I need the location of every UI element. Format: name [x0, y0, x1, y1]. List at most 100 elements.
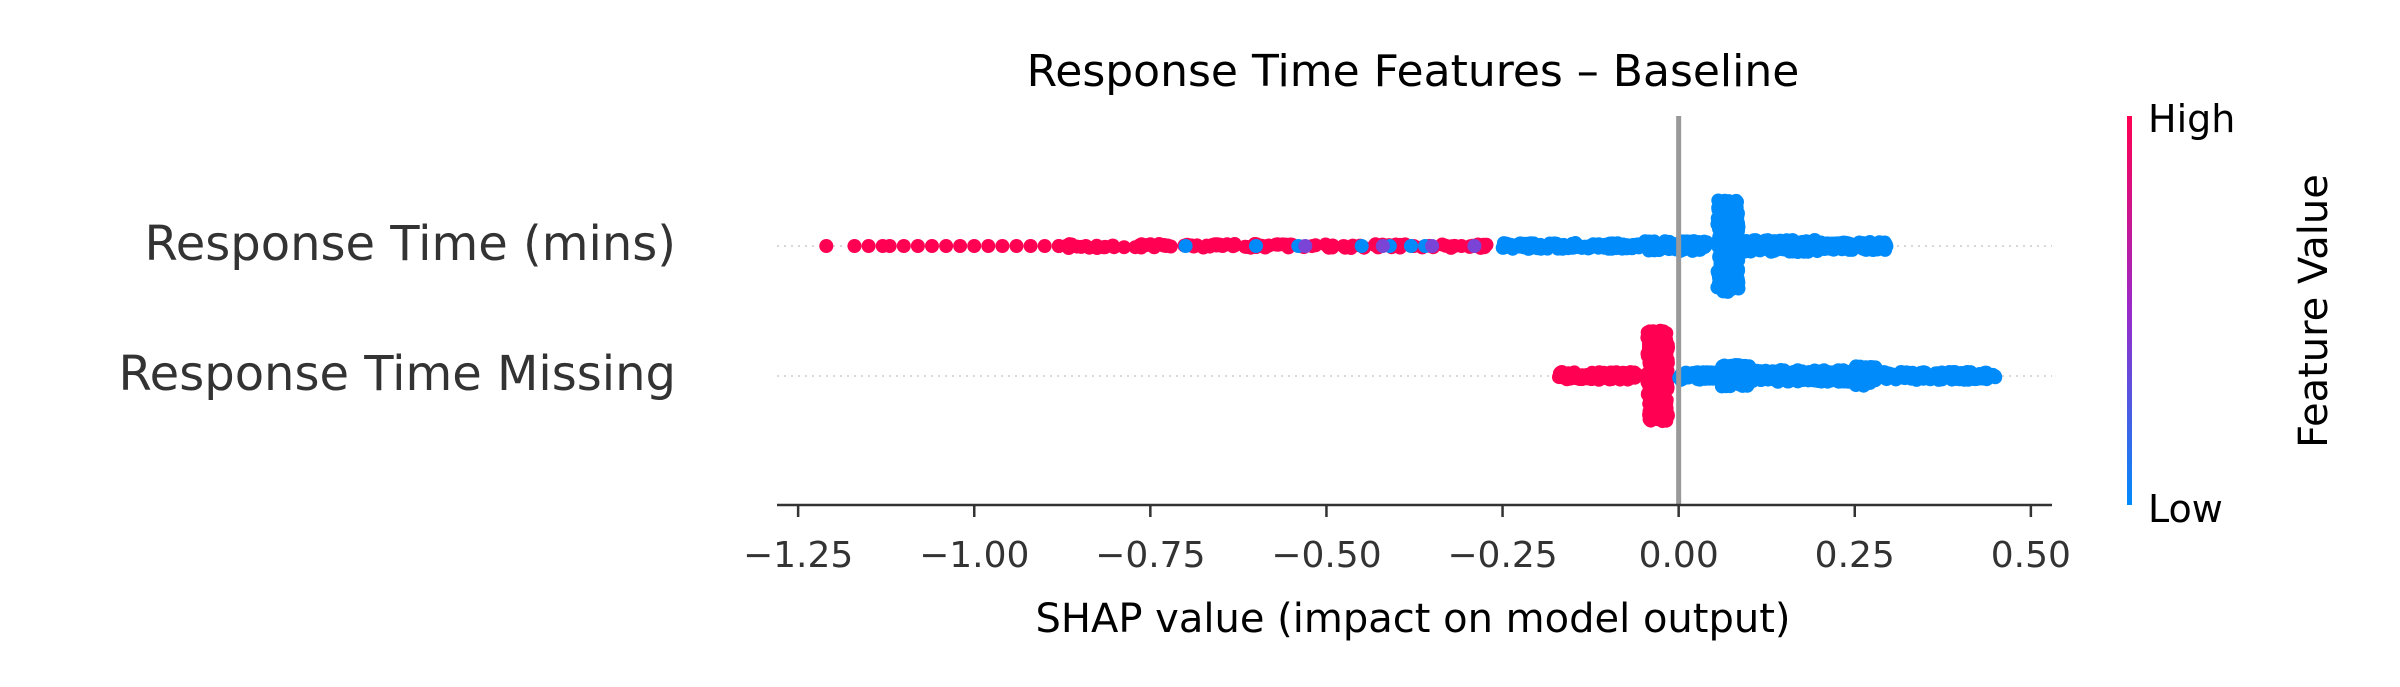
shap-point — [1841, 236, 1855, 251]
x-tick-label: 0.25 — [1815, 535, 1895, 576]
shap-point — [1616, 237, 1631, 252]
shap-point — [1774, 236, 1789, 251]
shap-point — [1859, 238, 1874, 253]
shap-point — [1337, 239, 1352, 254]
shap-point — [1225, 238, 1240, 253]
x-tick-label: −0.25 — [1447, 535, 1557, 576]
shap-point — [1564, 366, 1579, 381]
shap-point — [1375, 239, 1390, 253]
shap-point — [1872, 235, 1887, 250]
shap-point — [953, 239, 968, 253]
shap-point — [1037, 239, 1052, 253]
shap-point — [1082, 240, 1097, 255]
shap-point — [1981, 367, 1996, 382]
shap-point — [1649, 354, 1664, 369]
shap-point — [939, 239, 954, 253]
shap-point — [1780, 369, 1795, 384]
shap-point — [1510, 237, 1525, 252]
shap-point — [1969, 372, 1983, 387]
shap-point — [1724, 213, 1739, 228]
shap-point — [1699, 235, 1714, 250]
colorbar-title: Feature Value — [2291, 174, 2337, 448]
shap-point — [1404, 239, 1418, 253]
x-axis-label: SHAP value (impact on model output) — [1036, 596, 1791, 642]
shap-point — [910, 239, 925, 253]
colorbar-low-label: Low — [2148, 487, 2223, 531]
chart-title: Response Time Features – Baseline — [1027, 46, 1800, 97]
colorbar-high-label: High — [2148, 97, 2235, 141]
shap-point — [882, 239, 897, 253]
shap-point — [1009, 239, 1024, 253]
shap-point — [861, 239, 876, 253]
shap-point — [1724, 236, 1738, 251]
shap-point — [1641, 240, 1656, 255]
shap-point — [1718, 361, 1733, 376]
shap-point — [1626, 237, 1641, 252]
shap-point — [1425, 239, 1440, 253]
shap-point — [1298, 239, 1313, 253]
shap-point — [1649, 337, 1664, 352]
shap-point — [1598, 367, 1613, 382]
shap-point — [995, 239, 1010, 253]
shap-point — [1550, 240, 1565, 255]
shap-point — [1716, 284, 1731, 299]
shap-point — [925, 239, 939, 253]
shap-point — [847, 239, 862, 253]
x-tick-label: −0.50 — [1271, 535, 1381, 576]
shap-point — [1681, 237, 1696, 252]
shap-point — [1354, 239, 1369, 253]
shap-point — [1655, 239, 1670, 253]
shap-point — [1584, 238, 1599, 253]
shap-point — [1585, 365, 1600, 380]
shap-point — [1803, 235, 1818, 250]
shap-point — [1117, 240, 1132, 255]
shap-point — [896, 239, 911, 253]
colorbar — [2127, 116, 2132, 505]
x-tick-label: −0.75 — [1095, 535, 1205, 576]
shap-point — [1725, 249, 1740, 264]
shap-point — [1212, 238, 1227, 253]
shap-point — [1643, 413, 1658, 428]
shap-point — [1698, 371, 1713, 386]
shap-point — [1713, 258, 1728, 273]
shap-point — [967, 239, 982, 253]
shap-point — [1467, 239, 1482, 253]
feature-label: Response Time (mins) — [145, 216, 677, 272]
shap-point — [1612, 372, 1627, 386]
shap-point — [1530, 241, 1545, 256]
shap-point — [1660, 381, 1674, 396]
shap-point — [1754, 373, 1768, 387]
shap-point — [1719, 269, 1733, 284]
shap-point — [1178, 239, 1193, 253]
shap-point — [1714, 194, 1729, 209]
shap-point — [981, 239, 996, 253]
shap-point — [1729, 265, 1744, 280]
shap-point — [1640, 375, 1655, 390]
shap-point — [1444, 239, 1459, 254]
shap-point — [1753, 236, 1768, 251]
shap-point — [1819, 371, 1834, 386]
shap-point — [1321, 240, 1336, 255]
x-tick-label: 0.50 — [1991, 535, 2071, 576]
shap-point — [1679, 370, 1694, 384]
shap-point — [1732, 370, 1747, 385]
shap-point — [1952, 372, 1967, 387]
x-tick-label: −1.00 — [919, 535, 1029, 576]
feature-label: Response Time Missing — [118, 346, 676, 402]
shap-point — [1650, 393, 1665, 408]
shap-point — [1911, 368, 1926, 383]
shap-point — [1796, 370, 1810, 385]
shap-point — [1938, 367, 1953, 382]
shap-point — [1851, 360, 1866, 374]
shap-point — [1660, 370, 1675, 385]
shap-point — [1249, 239, 1263, 253]
shap-point — [1062, 237, 1077, 252]
shap-point — [1833, 372, 1848, 387]
shap-point — [1719, 379, 1734, 394]
shap-point — [1454, 239, 1469, 253]
shap-point — [1495, 240, 1510, 255]
shap-point — [1877, 366, 1892, 381]
shap-point — [819, 239, 834, 253]
shap-point — [1196, 240, 1211, 255]
